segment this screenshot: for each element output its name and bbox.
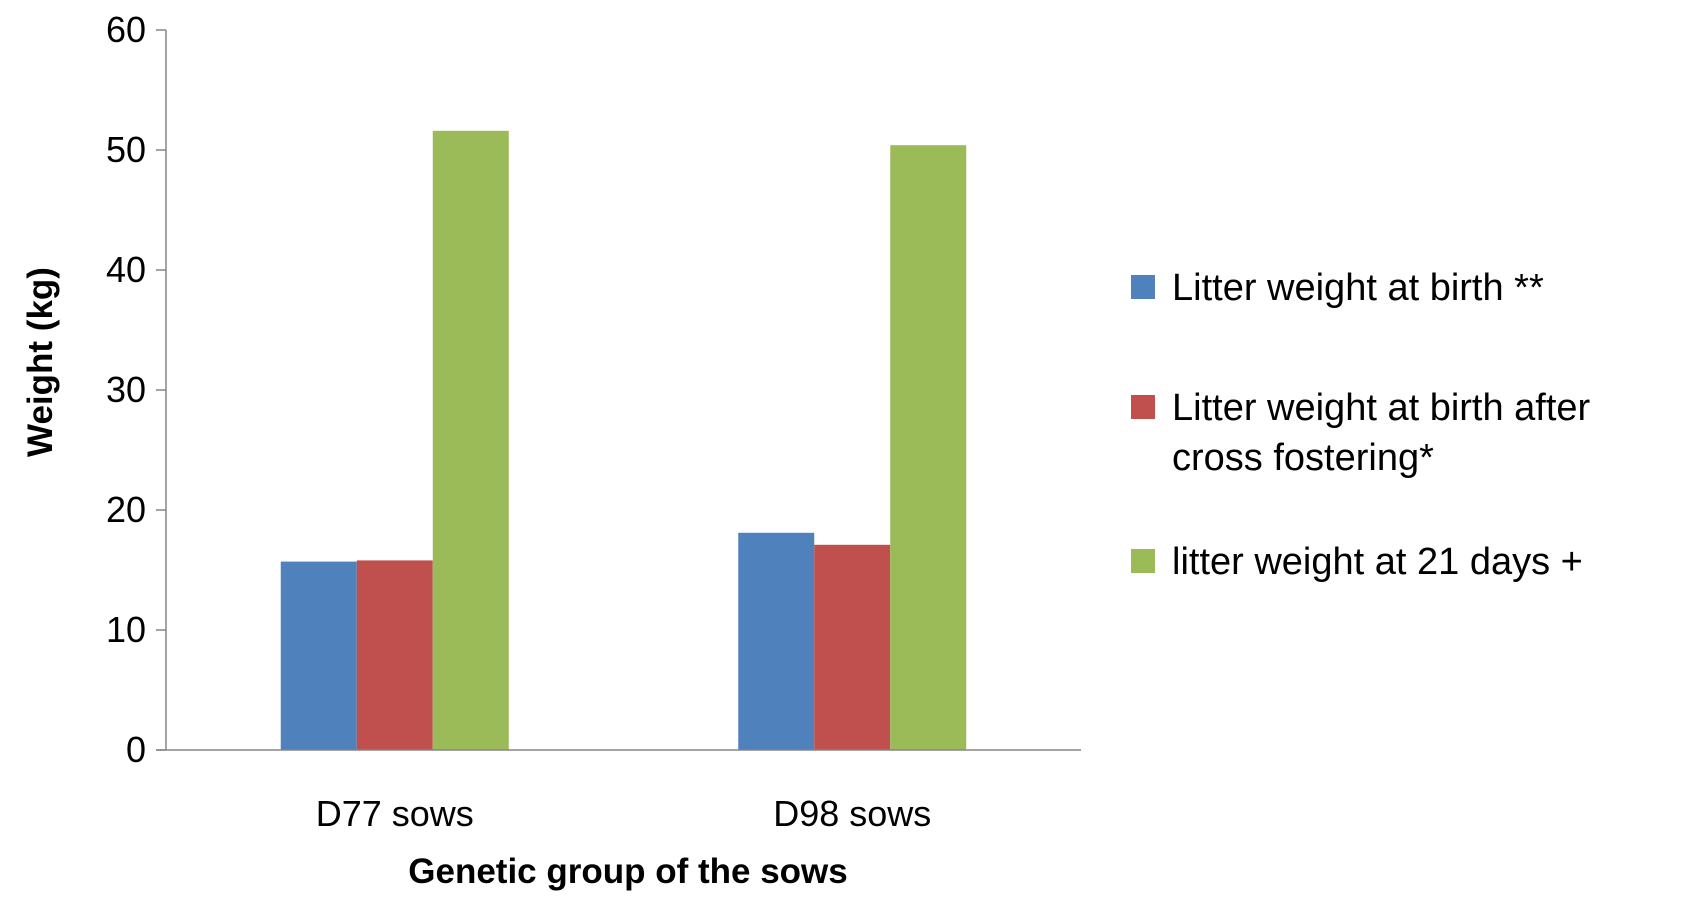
legend-item: Litter weight at birth ** — [1131, 267, 1544, 309]
legend-label: litter weight at 21 days + — [1172, 541, 1583, 583]
y-tick-label: 50 — [106, 129, 146, 170]
legend-item: Litter weight at birth after cross foster… — [1131, 387, 1591, 479]
bar-3-d77-sows — [432, 130, 509, 751]
legend-item: litter weight at 21 days + — [1131, 541, 1583, 583]
legend-swatch — [1131, 275, 1155, 299]
legend-label: Litter weight at birth ** — [1172, 267, 1544, 309]
x-axis-ticks: D77 sows D98 sows — [316, 793, 932, 834]
legend: Litter weight at birth ** Litter weight a… — [1131, 267, 1591, 583]
legend-swatch — [1131, 395, 1155, 419]
y-tick-label: 40 — [106, 249, 146, 290]
y-tick-label: 10 — [106, 609, 146, 650]
bar-1-d98-sows — [738, 532, 815, 750]
bar-3-d98-sows — [890, 145, 967, 750]
x-axis-title: Genetic group of the sows — [408, 852, 847, 891]
y-tick-label: 30 — [106, 369, 146, 410]
y-axis-title: Weight (kg) — [21, 267, 60, 457]
y-tick-label: 0 — [126, 729, 146, 770]
x-tick-label: D77 sows — [316, 793, 474, 834]
x-tick-label: D98 sows — [773, 793, 931, 834]
bars — [280, 130, 967, 751]
bar-2-d98-sows — [814, 544, 891, 750]
y-axis-ticks: 0 10 20 30 40 50 60 — [106, 9, 166, 770]
legend-label: Litter weight at birth after — [1172, 387, 1591, 429]
bar-1-d77-sows — [280, 561, 357, 750]
y-tick-label: 60 — [106, 9, 146, 50]
bar-2-d77-sows — [356, 560, 433, 750]
legend-label: cross fostering* — [1172, 437, 1434, 479]
legend-swatch — [1131, 549, 1155, 573]
y-tick-label: 20 — [106, 489, 146, 530]
